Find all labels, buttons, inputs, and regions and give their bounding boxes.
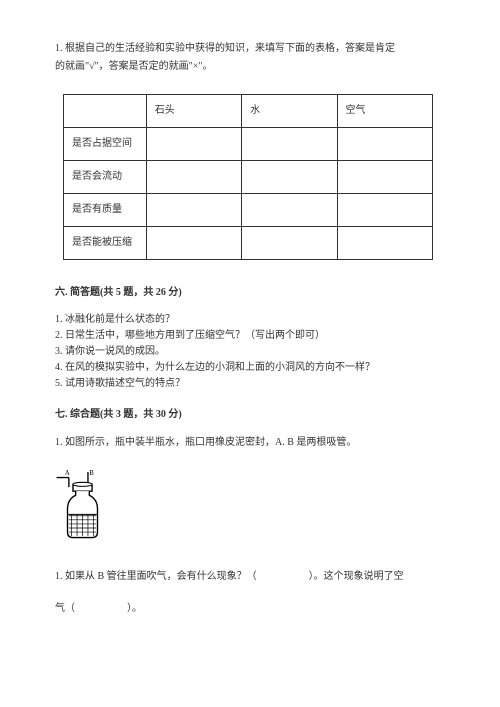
table-cell <box>337 161 432 194</box>
bottle-icon: A B <box>55 468 110 543</box>
table-cell <box>337 227 432 260</box>
table-cell <box>146 194 241 227</box>
q1-intro: 1. 根据自己的生活经验和实验中获得的知识，来填写下面的表格，答案是肯定 的就画… <box>55 40 450 76</box>
table-cell <box>146 161 241 194</box>
section6-q4: 4. 在风的模拟实验中，为什么左边的小洞和上面的小洞风的方向不一样？ <box>55 360 450 376</box>
table-row: 是否能被压缩 <box>64 227 433 260</box>
table-cell <box>242 194 337 227</box>
table-cell <box>146 128 241 161</box>
sub-q-mid: ）。这个现象说明了空 <box>309 571 404 582</box>
worksheet-page: 1. 根据自己的生活经验和实验中获得的知识，来填写下面的表格，答案是肯定 的就画… <box>0 0 500 648</box>
label-b-icon: B <box>89 470 94 477</box>
section6-q1: 1. 冰融化前是什么状态的？ <box>55 312 450 328</box>
row-label: 是否会流动 <box>64 161 147 194</box>
fill-blank-2 <box>75 600 127 618</box>
row-label: 是否能被压缩 <box>64 227 147 260</box>
section7-intro: 1. 如图所示，瓶中装半瓶水，瓶口用橡皮泥密封，A. B 是两根吸管。 <box>55 434 450 452</box>
q1-line1: 1. 根据自己的生活经验和实验中获得的知识，来填写下面的表格，答案是肯定 <box>55 40 450 58</box>
section6-q5: 5. 试用诗歌描述空气的特点？ <box>55 376 450 392</box>
table-cell <box>242 128 337 161</box>
section7-sub-q-line2: 气（ ）。 <box>55 600 450 618</box>
table-row: 是否占据空间 <box>64 128 433 161</box>
section6-q2: 2. 日常生活中，哪些地方用到了压缩空气？（写出两个即可） <box>55 328 450 344</box>
table-cell <box>242 227 337 260</box>
fill-blank-1 <box>257 568 309 586</box>
table-cell <box>146 227 241 260</box>
table-cell <box>337 194 432 227</box>
table-header-blank <box>64 95 147 128</box>
table-header-water: 水 <box>242 95 337 128</box>
table-row: 是否会流动 <box>64 161 433 194</box>
label-a-icon: A <box>65 470 70 477</box>
sub-q-line2-prefix: 气（ <box>55 603 75 614</box>
row-label: 是否占据空间 <box>64 128 147 161</box>
section7-title: 七. 综合题(共 3 题，共 30 分) <box>55 406 450 424</box>
sub-q-line2-suffix: ）。 <box>127 603 142 614</box>
table-row: 是否有质量 <box>64 194 433 227</box>
table-header-row: 石头 水 空气 <box>64 95 433 128</box>
table-header-air: 空气 <box>337 95 432 128</box>
section6-questions: 1. 冰融化前是什么状态的？ 2. 日常生活中，哪些地方用到了压缩空气？（写出两… <box>55 312 450 392</box>
sub-q-prefix: 1. 如果从 B 管往里面吹气，会有什么现象？（ <box>55 571 257 582</box>
section7-sub-q-line1: 1. 如果从 B 管往里面吹气，会有什么现象？（ ）。这个现象说明了空 <box>55 568 450 586</box>
section6-title: 六. 简答题(共 5 题，共 26 分) <box>55 284 450 302</box>
table-cell <box>242 161 337 194</box>
row-label: 是否有质量 <box>64 194 147 227</box>
table-header-stone: 石头 <box>146 95 241 128</box>
q1-line2: 的就画"√"，答案是否定的就画"×"。 <box>55 58 450 76</box>
section6-q3: 3. 请你说一说风的成因。 <box>55 344 450 360</box>
table-cell <box>337 128 432 161</box>
properties-table: 石头 水 空气 是否占据空间 是否会流动 是否有质量 是否能被压缩 <box>63 94 433 260</box>
bottle-diagram: A B <box>55 468 450 550</box>
